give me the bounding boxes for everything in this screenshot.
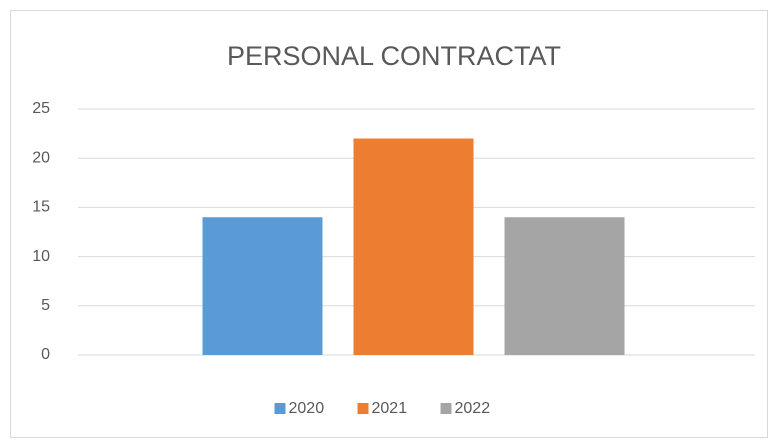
legend-label: 2020 [289, 400, 325, 417]
legend-label: 2022 [455, 400, 491, 417]
y-tick-label: 20 [32, 149, 50, 166]
bar [353, 138, 474, 355]
legend-swatch [357, 403, 369, 414]
legend-label: 2021 [372, 400, 408, 417]
y-tick-label: 0 [41, 346, 50, 363]
legend-swatch [440, 403, 452, 414]
chart-title: PERSONAL CONTRACTAT [227, 41, 561, 71]
legend-swatch [274, 403, 286, 414]
y-tick-label: 15 [32, 199, 50, 216]
bar [504, 217, 625, 355]
y-tick-label: 5 [41, 297, 50, 314]
y-tick-label: 25 [32, 100, 50, 117]
y-tick-label: 10 [32, 248, 50, 265]
bar [202, 217, 323, 355]
